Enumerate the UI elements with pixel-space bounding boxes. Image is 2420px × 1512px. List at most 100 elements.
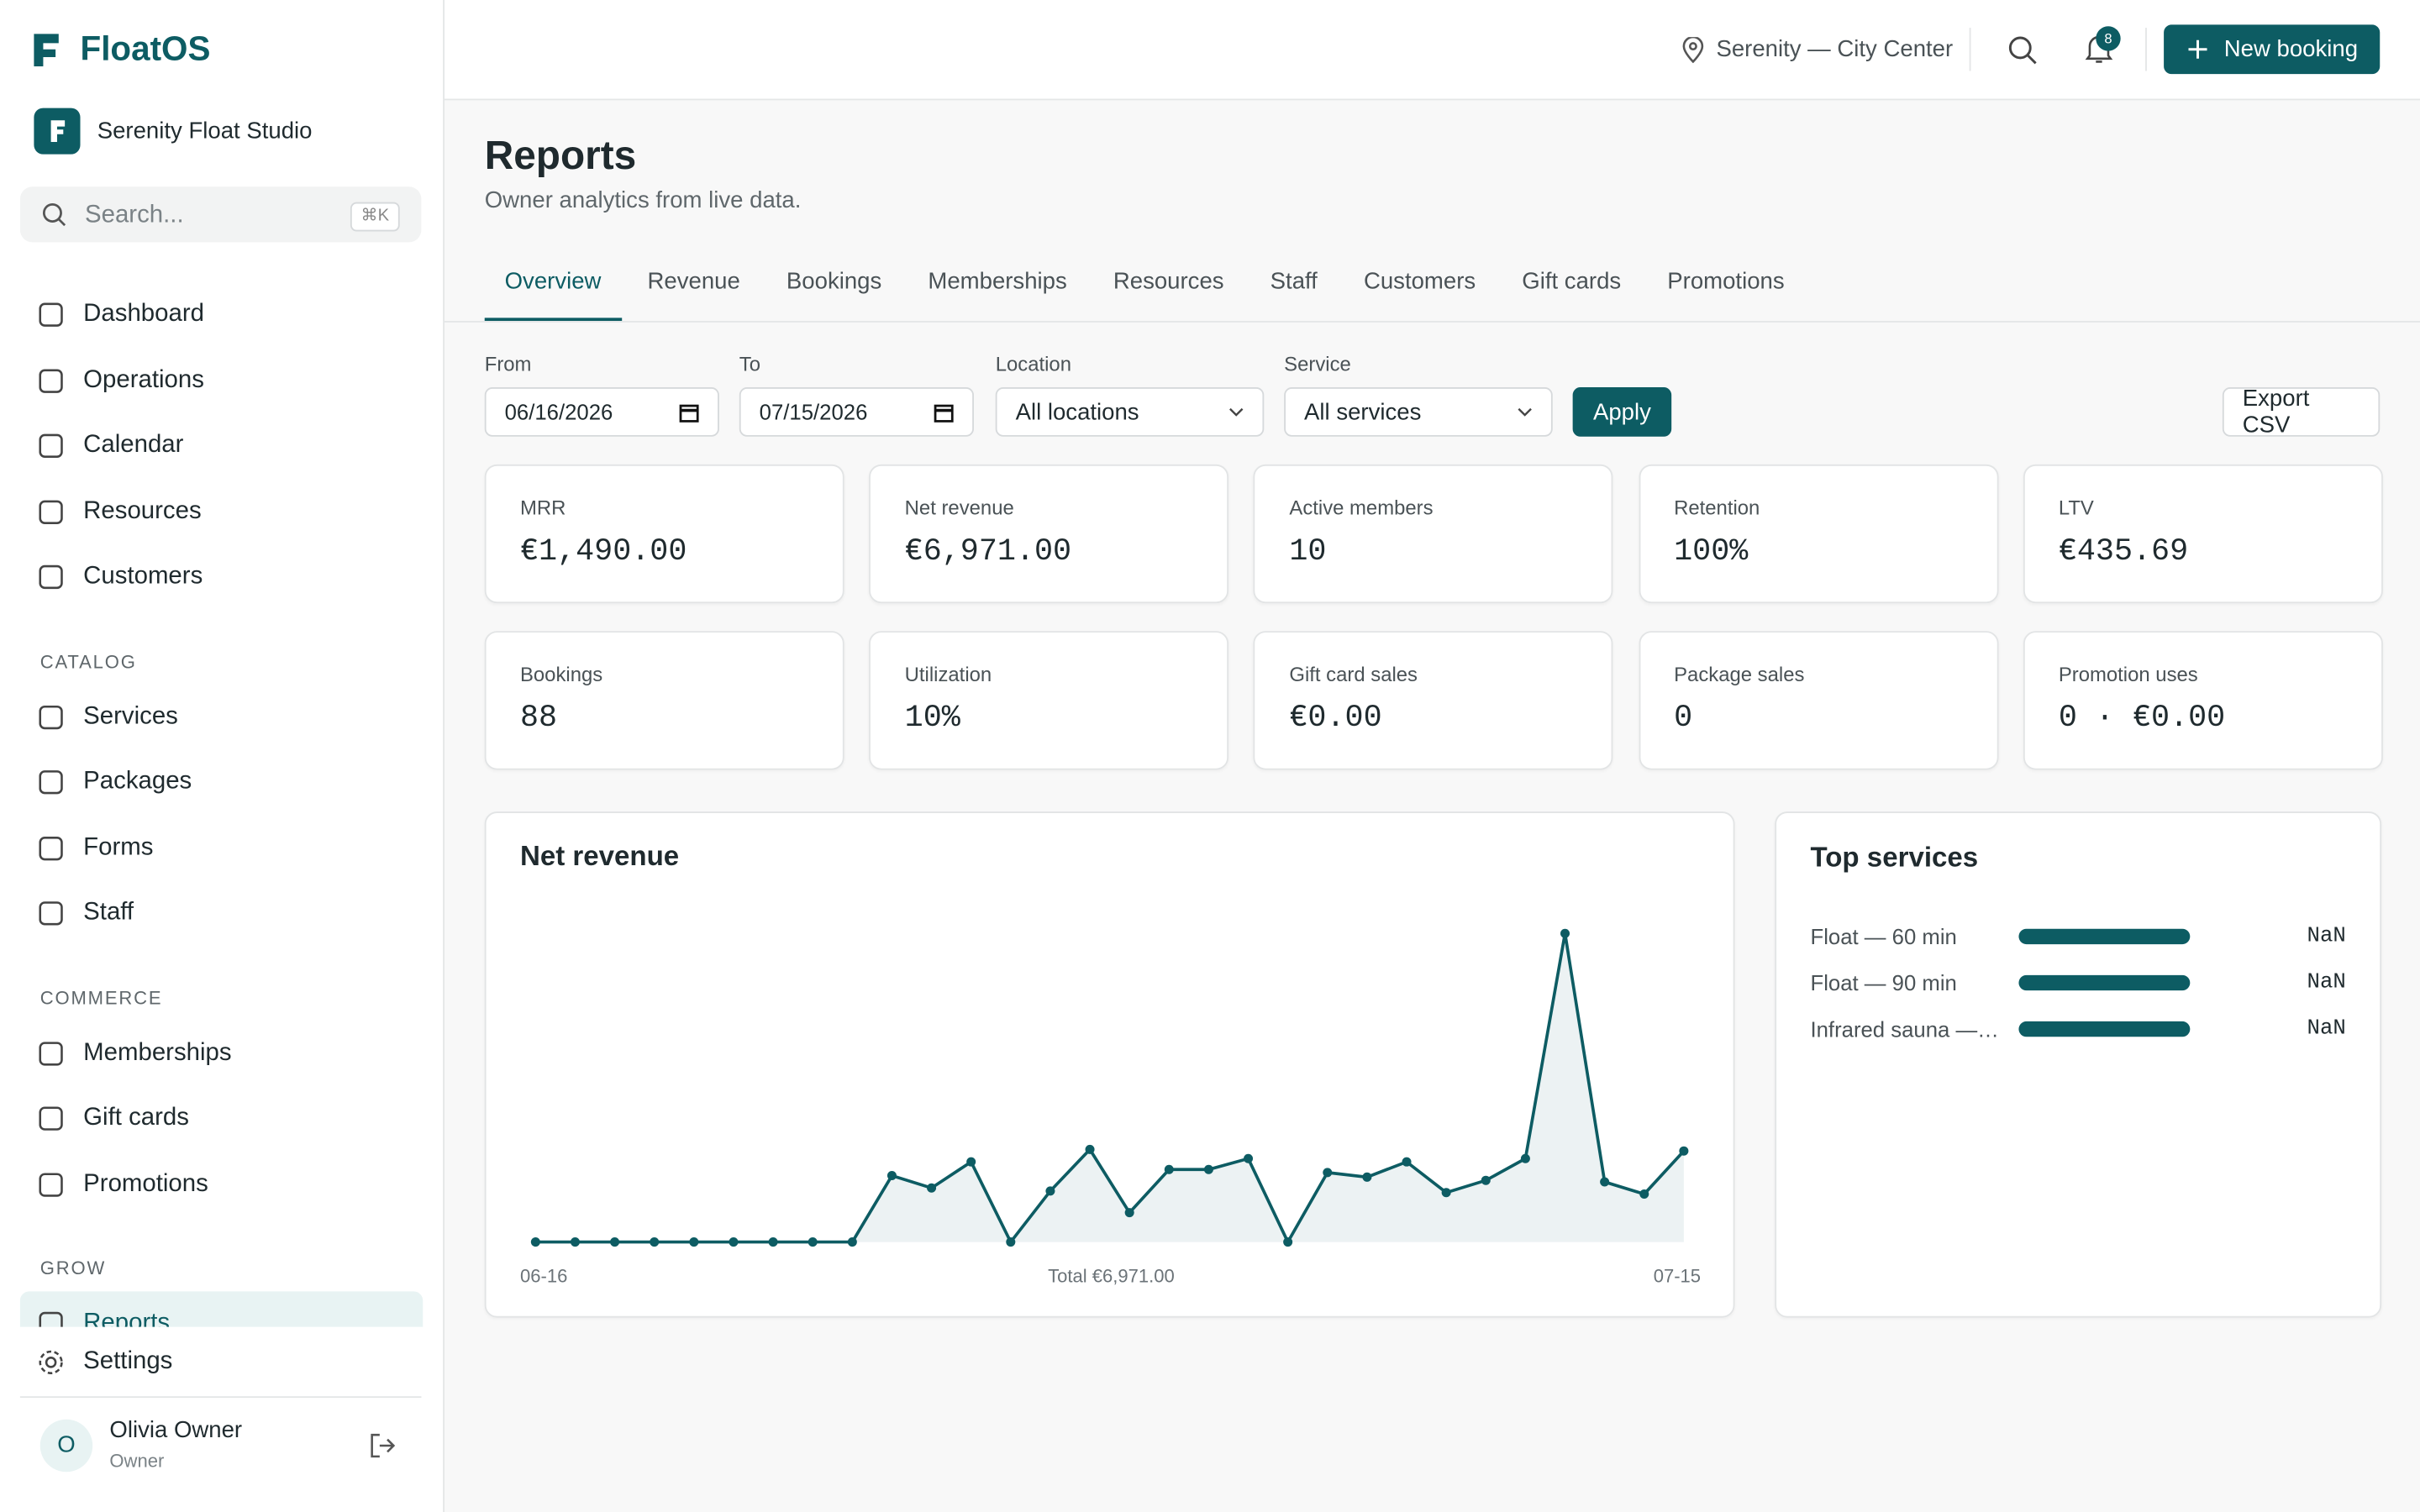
tab[interactable]: Overview (484, 247, 622, 322)
nav-icon (39, 302, 63, 327)
logout[interactable] (369, 1431, 397, 1459)
tab[interactable]: Revenue (647, 268, 740, 295)
location-switcher[interactable]: Serenity — City Center (1716, 36, 1954, 63)
nav-label: Services (83, 702, 178, 729)
apply-button[interactable]: Apply (1572, 387, 1672, 437)
nav-item[interactable]: Forms (20, 816, 423, 881)
nav-item[interactable]: Staff (20, 881, 423, 947)
kpi-card: Net revenue €6,971.00 (869, 464, 1229, 604)
kpi-value: 100% (1674, 534, 1749, 570)
nav-item[interactable]: Customers (20, 544, 423, 610)
new-booking-button[interactable]: New booking (2164, 24, 2381, 75)
nav-item[interactable]: Dashboard (20, 282, 423, 348)
nav-item[interactable]: Gift cards (20, 1086, 423, 1152)
point (1085, 1144, 1095, 1154)
export-button[interactable]: Export CSV (2222, 386, 2381, 438)
tab[interactable]: Gift cards (1522, 268, 1622, 295)
nav-icon (39, 836, 63, 860)
nav-item[interactable]: Services (20, 685, 423, 750)
nav-section: CATALOG (0, 610, 443, 684)
chart-title: Net revenue (520, 841, 679, 872)
service-bar (2018, 974, 2191, 991)
service-select[interactable]: All services (1284, 387, 1553, 437)
brand: FloatOS (80, 29, 211, 68)
point (610, 1237, 620, 1247)
tabs: Overview Revenue Bookings Memberships Resour… (484, 247, 1805, 322)
nav-item[interactable]: Promotions (20, 1152, 423, 1217)
nav-label: Customers (83, 563, 203, 590)
point (570, 1237, 580, 1247)
net-revenue-card: Net revenue Total €6,971.00 06-16 07-15 (484, 811, 1735, 1318)
point (847, 1237, 857, 1247)
kpi-card: LTV €435.69 (2023, 464, 2383, 604)
to-input[interactable]: 07/15/2026 (739, 387, 974, 437)
kpi-card: Gift card sales €0.00 (1254, 631, 1614, 770)
kpi-label: Promotion uses (2058, 662, 2198, 686)
service-value: NaN (2307, 924, 2346, 949)
nav: Dashboard Operations Calendar Resources Cust… (0, 282, 443, 1327)
kpi-card: MRR €1,490.00 (484, 464, 844, 604)
nav-icon (39, 1106, 63, 1131)
nav-item[interactable]: Operations (20, 348, 423, 413)
kpi-label: Retention (1674, 496, 1760, 520)
nav-item[interactable]: Reports (19, 1291, 424, 1327)
point (1164, 1164, 1174, 1174)
point (1560, 928, 1570, 938)
area-fill (535, 933, 1684, 1242)
kpi-card: Promotion uses 0 · €0.00 (2023, 631, 2383, 770)
point (1323, 1168, 1333, 1178)
studio-name[interactable]: Serenity Float Studio (97, 118, 313, 144)
search-button[interactable] (2008, 35, 2038, 65)
point (650, 1237, 660, 1247)
x-tick-label: 07-15 (1654, 1266, 1701, 1287)
point (808, 1237, 818, 1247)
service-value: NaN (2307, 970, 2346, 995)
tab[interactable]: Staff (1270, 268, 1318, 295)
nav-item[interactable]: Memberships (20, 1021, 423, 1086)
nav-icon (39, 770, 63, 795)
nav-item[interactable]: Packages (20, 750, 423, 816)
nav-item[interactable]: Calendar (20, 413, 423, 479)
nav-label: Memberships (83, 1039, 232, 1066)
tab[interactable]: Memberships (928, 268, 1067, 295)
chart-annotation: Total €6,971.00 (1048, 1266, 1175, 1287)
point (729, 1237, 739, 1247)
divider (444, 321, 2420, 323)
nav-icon (39, 1172, 63, 1196)
nav-label: Gift cards (83, 1105, 189, 1131)
nav-section: COMMERCE (0, 947, 443, 1021)
section-title: COMMERCE (39, 986, 163, 1009)
divider (19, 1396, 422, 1399)
tab[interactable]: Customers (1363, 268, 1476, 295)
search-box[interactable]: Search... ⌘K (19, 186, 422, 243)
service-name: Infrared sauna —… (1810, 1016, 1999, 1042)
nav-icon (39, 433, 63, 458)
point (1679, 1146, 1689, 1156)
nav-item[interactable]: Resources (20, 479, 423, 544)
from-input[interactable]: 06/16/2026 (484, 387, 719, 437)
sidebar: FloatOS Serenity Float Studio Search... … (0, 0, 445, 1512)
nav-icon (39, 705, 63, 729)
topbar: Serenity — City Center 8 New booking (444, 0, 2420, 101)
location-value: All locations (1015, 398, 1139, 426)
nav-label: Reports (83, 1310, 171, 1327)
nav-label: Operations (83, 366, 204, 393)
kpi-card: Active members 10 (1254, 464, 1614, 604)
point (1402, 1157, 1412, 1167)
tab[interactable]: Promotions (1667, 268, 1785, 295)
kpi-label: LTV (2058, 496, 2094, 520)
point (886, 1170, 897, 1181)
nav-settings[interactable]: Settings (83, 1348, 173, 1375)
point (768, 1237, 778, 1247)
point (1124, 1208, 1134, 1218)
user-role: Owner (109, 1450, 165, 1473)
section-title: GROW (39, 1257, 107, 1279)
nav-label: Resources (83, 497, 202, 524)
user-name: Olivia Owner (109, 1417, 243, 1444)
tab[interactable]: Bookings (786, 268, 882, 295)
tab[interactable]: Resources (1113, 268, 1224, 295)
nav-icon (39, 1041, 63, 1065)
location-select[interactable]: All locations (995, 387, 1265, 437)
service-value: NaN (2307, 1016, 2346, 1042)
